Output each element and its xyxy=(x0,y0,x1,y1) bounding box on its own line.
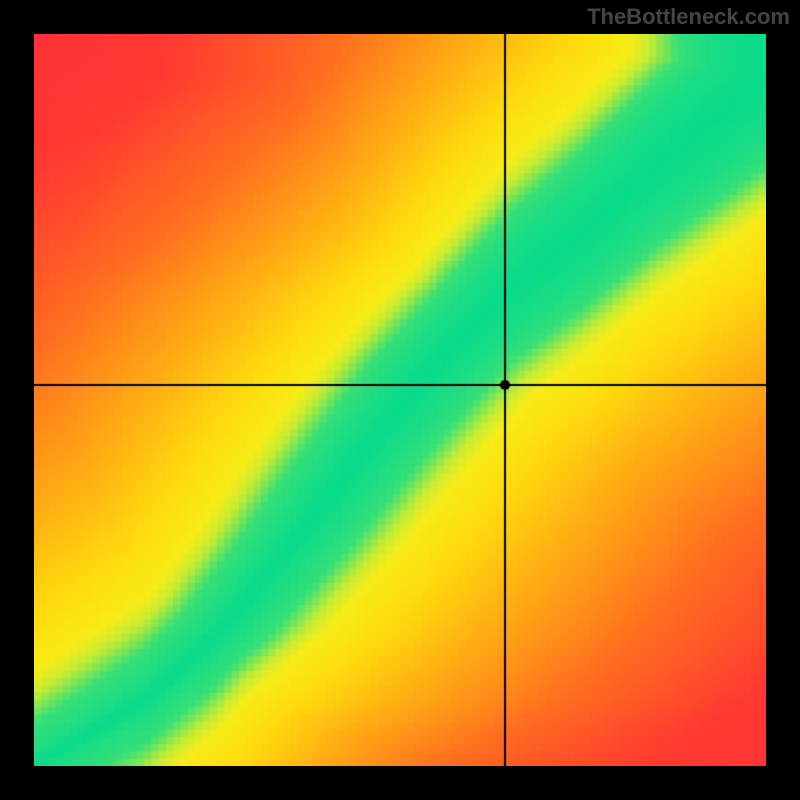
bottleneck-heatmap xyxy=(34,34,766,766)
watermark-text: TheBottleneck.com xyxy=(587,4,790,30)
frame-left xyxy=(0,0,34,800)
frame-bottom xyxy=(0,766,800,800)
frame-right xyxy=(766,0,800,800)
